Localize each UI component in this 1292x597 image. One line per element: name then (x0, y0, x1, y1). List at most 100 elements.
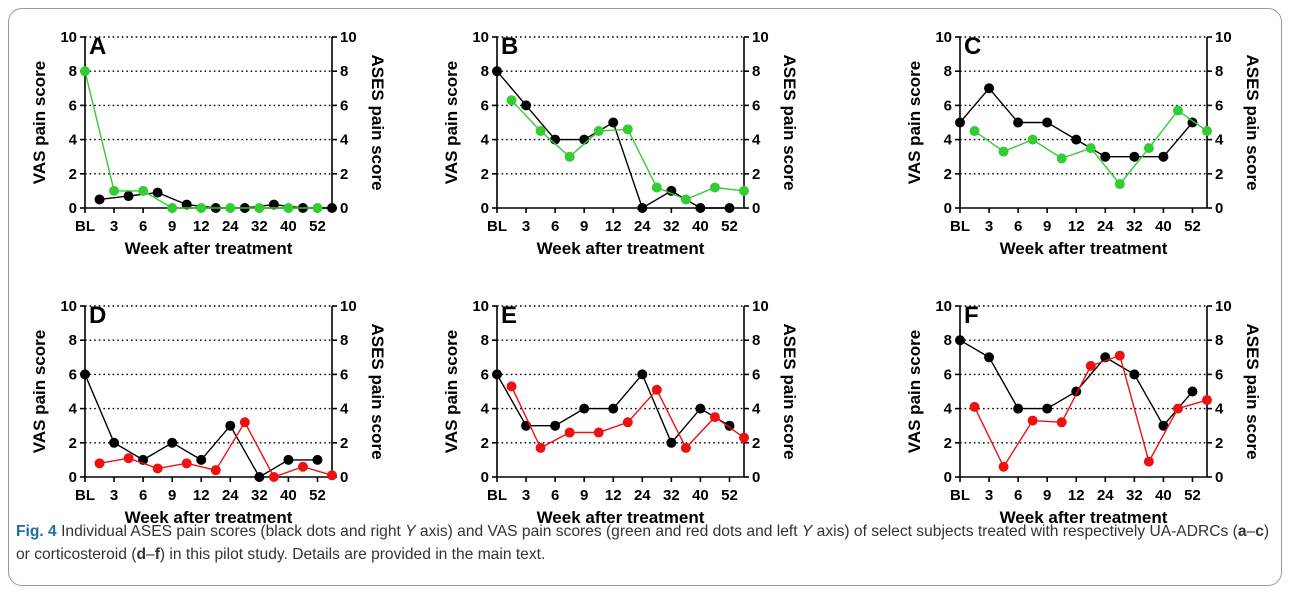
vas-series-point (593, 126, 604, 137)
ases-series-point (167, 437, 178, 448)
caption-dash-2: – (146, 546, 155, 563)
x-tick-label: 24 (634, 487, 651, 504)
vas-series-point (1202, 395, 1212, 406)
ases-series-point (666, 185, 677, 196)
right-y-tick-label: 2 (1215, 435, 1223, 452)
right-y-tick-label: 8 (752, 332, 760, 349)
ases-series-point (196, 454, 207, 465)
right-y-tick-label: 0 (1215, 469, 1223, 486)
left-y-tick-label: 0 (944, 200, 952, 217)
x-tick-label: 32 (1126, 218, 1143, 235)
right-y-tick-label: 8 (340, 332, 348, 349)
ases-series-point (695, 203, 706, 213)
left-y-tick-label: 4 (481, 132, 490, 149)
right-y-tick-label: 8 (1215, 332, 1223, 349)
x-axis-title: Week after treatment (537, 508, 705, 527)
ases-series-point (955, 335, 965, 346)
x-tick-label: 40 (1155, 487, 1172, 504)
vas-series-point (1143, 456, 1154, 467)
x-axis-title: Week after treatment (125, 508, 293, 527)
x-tick-label: 24 (222, 487, 239, 504)
vas-series-point (1027, 134, 1038, 145)
ases-series-point (1042, 403, 1053, 414)
x-tick-label: BL (950, 218, 970, 235)
x-tick-label: BL (75, 487, 95, 504)
caption-ref-f: f (154, 546, 160, 563)
right-y-axis-title: ASES pain score (1243, 323, 1262, 459)
right-y-tick-label: 6 (752, 366, 760, 383)
x-tick-label: 3 (985, 218, 993, 235)
left-y-tick-label: 6 (69, 366, 77, 383)
x-tick-label: 32 (1126, 487, 1143, 504)
vas-series-point (651, 384, 662, 395)
vas-series-point (1172, 105, 1183, 116)
left-y-axis-title: VAS pain score (30, 330, 49, 453)
left-y-axis-title: VAS pain score (442, 330, 461, 453)
vas-series-point (593, 427, 604, 438)
vas-series-point (1056, 417, 1067, 428)
x-tick-label: 52 (721, 218, 738, 235)
left-y-tick-label: 8 (944, 332, 952, 349)
left-y-tick-label: 6 (481, 366, 489, 383)
x-tick-label: 52 (1184, 218, 1201, 235)
left-y-tick-label: 6 (481, 97, 489, 114)
vas-series-point (138, 185, 149, 196)
ases-series-point (1042, 117, 1053, 128)
left-y-tick-label: 8 (69, 332, 77, 349)
left-y-axis-title: VAS pain score (905, 61, 924, 184)
right-y-tick-label: 10 (340, 298, 357, 315)
x-tick-label: 40 (692, 218, 709, 235)
ases-series-point (608, 403, 619, 414)
vas-series-point (312, 203, 323, 213)
x-tick-label: BL (487, 487, 507, 504)
right-y-tick-label: 2 (340, 435, 348, 452)
vas-series-point (196, 203, 207, 213)
right-y-tick-label: 8 (340, 63, 348, 80)
x-tick-label: 12 (605, 218, 622, 235)
vas-series-point (622, 417, 633, 428)
x-axis-title: Week after treatment (1000, 239, 1168, 258)
vas-series-point (210, 465, 221, 476)
left-y-tick-label: 0 (944, 469, 952, 486)
right-y-tick-label: 6 (1215, 366, 1223, 383)
panel-label: E (501, 302, 517, 329)
right-y-tick-label: 2 (340, 166, 348, 183)
vas-series-point (651, 182, 662, 193)
right-y-tick-label: 2 (752, 166, 760, 183)
vas-series-point (535, 442, 546, 453)
x-tick-label: 52 (309, 218, 326, 235)
vas-series-point (1114, 179, 1125, 190)
vas-series-point (123, 453, 134, 464)
vas-series-point (969, 126, 980, 137)
caption-text-5: ) in this pilot study. Details are provi… (159, 546, 546, 563)
x-tick-label: 6 (551, 218, 559, 235)
vas-series-point (535, 126, 546, 137)
ases-series-point (1071, 134, 1082, 145)
caption-text-4: ) or corticosteroid ( (16, 523, 1270, 563)
vas-series-point (167, 203, 178, 213)
x-axis-title: Week after treatment (1000, 508, 1168, 527)
left-y-tick-label: 6 (944, 97, 952, 114)
right-y-axis-title: ASES pain score (780, 323, 799, 459)
vas-series-point (327, 470, 337, 481)
panel-label: B (501, 33, 518, 60)
x-tick-label: 32 (663, 218, 680, 235)
caption-ref-a: a (1237, 523, 1247, 540)
right-y-axis-title: ASES pain score (368, 323, 387, 459)
x-tick-label: 3 (110, 487, 118, 504)
ases-series-point (1013, 403, 1024, 414)
ases-series-point (1013, 117, 1024, 128)
vas-series-point (109, 185, 120, 196)
x-tick-label: 40 (280, 218, 297, 235)
right-y-tick-label: 0 (340, 200, 348, 217)
right-y-tick-label: 6 (752, 97, 760, 114)
left-y-tick-label: 0 (69, 469, 77, 486)
ases-series-point (579, 403, 590, 414)
x-tick-label: 6 (1014, 487, 1022, 504)
x-tick-label: BL (75, 218, 95, 235)
right-y-tick-label: 4 (1215, 132, 1224, 149)
right-y-tick-label: 4 (1215, 401, 1224, 418)
caption-text-3: axis) of select subjects treated with re… (812, 523, 1238, 540)
